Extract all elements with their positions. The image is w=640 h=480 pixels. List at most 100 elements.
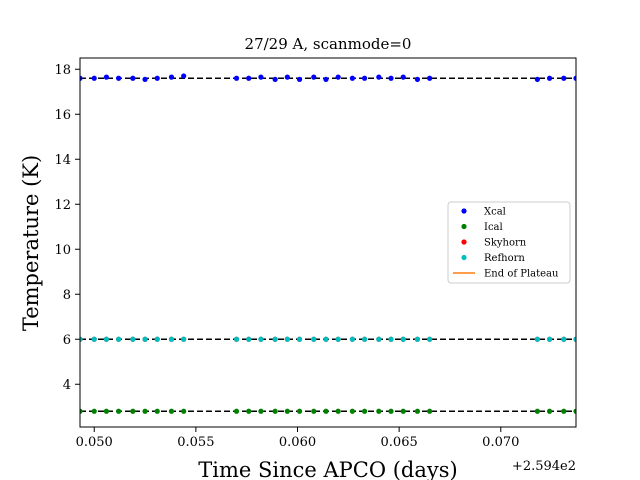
- data-point-xcal: [284, 74, 290, 80]
- y-tick-label: 12: [54, 198, 71, 213]
- legend-label-skyhorn: Skyhorn: [484, 238, 527, 249]
- data-point-refhorn: [400, 336, 406, 342]
- y-tick-label: 4: [63, 378, 71, 393]
- data-point-refhorn: [154, 336, 160, 342]
- data-point-xcal: [361, 75, 368, 81]
- x-tick-label: 0.070: [482, 435, 519, 450]
- plot-data-group: [80, 73, 576, 414]
- data-point-xcal: [80, 75, 83, 81]
- axes-frame: [79, 57, 577, 428]
- data-point-refhorn: [233, 336, 240, 342]
- legend-marker-refhorn: [461, 254, 467, 261]
- data-point-xcal: [233, 75, 240, 81]
- data-point-ical: [246, 408, 252, 414]
- data-point-refhorn: [546, 336, 553, 342]
- data-point-xcal: [573, 75, 576, 81]
- data-point-ical: [142, 408, 148, 414]
- data-point-xcal: [427, 75, 433, 81]
- data-point-ical: [181, 408, 187, 414]
- data-point-refhorn: [388, 336, 394, 342]
- data-point-xcal: [388, 75, 394, 81]
- data-point-ical: [573, 408, 576, 414]
- data-point-ical: [400, 408, 406, 414]
- data-point-xcal: [349, 75, 355, 81]
- data-point-ical: [349, 408, 355, 414]
- legend-marker-ical: [461, 223, 467, 230]
- data-point-xcal: [168, 74, 175, 80]
- data-point-ical: [427, 408, 433, 414]
- data-point-xcal: [130, 75, 136, 81]
- data-point-refhorn: [258, 336, 264, 342]
- data-point-xcal: [272, 76, 278, 82]
- data-point-refhorn: [561, 336, 567, 342]
- legend-box: [447, 201, 571, 284]
- y-tick-label: 10: [54, 243, 71, 258]
- data-point-xcal: [323, 76, 329, 82]
- chart-title: 27/29 A, scanmode=0: [245, 35, 412, 53]
- data-point-refhorn: [296, 336, 303, 342]
- data-point-refhorn: [130, 336, 136, 342]
- data-point-xcal: [91, 75, 97, 81]
- data-point-refhorn: [376, 336, 382, 342]
- data-point-refhorn: [361, 336, 368, 342]
- data-point-xcal: [311, 74, 317, 80]
- x-axis-label: Time Since APCO (days): [198, 458, 457, 480]
- data-point-refhorn: [349, 336, 355, 342]
- data-point-refhorn: [91, 336, 97, 342]
- data-point-refhorn: [181, 336, 187, 342]
- x-axis-offset-label: +2.594e2: [512, 459, 576, 474]
- legend-label-xcal: Xcal: [484, 207, 506, 218]
- data-point-refhorn: [284, 336, 290, 342]
- y-axis-label: Temperature (K): [19, 155, 43, 331]
- data-point-ical: [103, 408, 110, 414]
- legend-marker-xcal: [461, 208, 467, 214]
- x-tick-label: 0.060: [279, 435, 316, 450]
- y-tick-label: 16: [54, 108, 71, 123]
- data-point-ical: [233, 408, 240, 414]
- data-point-ical: [323, 408, 329, 414]
- data-point-ical: [311, 408, 317, 414]
- data-point-ical: [272, 408, 278, 414]
- legend-label-end-of-plateau: End of Plateau: [484, 269, 559, 280]
- data-point-refhorn: [427, 336, 433, 342]
- data-point-xcal: [414, 76, 421, 82]
- data-point-refhorn: [168, 336, 175, 342]
- data-point-ical: [154, 408, 160, 414]
- data-point-refhorn: [272, 336, 278, 342]
- plot-area: 0.050 0.055 0.060 0.065 0.070 4 6 8 10 12 14 16 18 Xc…: [54, 57, 577, 450]
- data-point-xcal: [258, 74, 264, 80]
- data-point-ical: [414, 408, 421, 414]
- data-point-refhorn: [534, 336, 540, 342]
- data-point-xcal: [116, 75, 122, 81]
- data-point-refhorn: [103, 336, 110, 342]
- data-point-ical: [258, 408, 264, 414]
- data-point-ical: [361, 408, 368, 414]
- data-point-xcal: [142, 76, 148, 82]
- legend-marker-skyhorn: [461, 239, 467, 245]
- legend-label-refhorn: Refhorn: [484, 253, 525, 264]
- x-tick-label: 0.050: [76, 435, 113, 450]
- data-point-ical: [130, 408, 136, 414]
- data-point-xcal: [103, 74, 110, 80]
- data-point-refhorn: [116, 336, 122, 342]
- data-point-xcal: [400, 74, 406, 80]
- data-point-xcal: [246, 75, 252, 81]
- legend: Xcal Ical Skyhorn Refhorn End of Plateau: [447, 201, 571, 284]
- data-point-xcal: [534, 76, 540, 82]
- data-point-xcal: [154, 75, 160, 81]
- data-point-ical: [561, 408, 567, 414]
- x-tick-label: 0.055: [177, 435, 214, 450]
- data-point-refhorn: [335, 336, 341, 342]
- data-point-ical: [388, 408, 394, 414]
- data-point-xcal: [376, 74, 382, 80]
- data-point-xcal: [546, 75, 553, 81]
- y-tick-label: 8: [63, 288, 71, 303]
- data-point-refhorn: [573, 336, 576, 342]
- data-point-ical: [376, 408, 382, 414]
- data-point-ical: [116, 408, 122, 414]
- data-point-ical: [546, 408, 553, 414]
- x-tick-label: 0.065: [381, 435, 418, 450]
- legend-label-ical: Ical: [484, 222, 503, 233]
- data-point-xcal: [181, 73, 187, 79]
